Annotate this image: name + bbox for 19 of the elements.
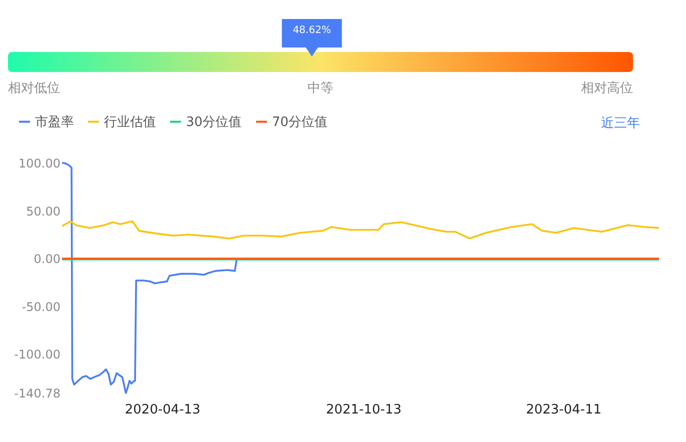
data-label: 48.62% <box>292 25 331 36</box>
text: 中等 <box>308 81 334 96</box>
legend-label: 70分位值 <box>272 114 328 130</box>
y-tick-label: -140.78 <box>14 386 60 400</box>
x-tick-label: 2020-04-13 <box>124 402 200 418</box>
x-tick-label: 2021-10-13 <box>326 402 402 418</box>
text: 相对低位 <box>8 81 60 96</box>
y-tick-label: 0.00 <box>34 252 60 266</box>
text: 近三年 <box>601 116 640 131</box>
legend-label: 市盈率 <box>35 114 74 130</box>
y-tick-label: 100.00 <box>18 156 60 170</box>
legend-label: 行业估值 <box>104 114 156 130</box>
x-tick-label: 2023-04-11 <box>526 402 602 418</box>
y-tick-label: 50.00 <box>26 204 60 218</box>
text: 相对高位 <box>581 80 633 96</box>
legend-label: 30分位值 <box>186 114 242 130</box>
y-tick-label: -50.00 <box>22 300 60 314</box>
y-tick-label: -100.00 <box>14 348 60 362</box>
line-series <box>61 220 660 240</box>
